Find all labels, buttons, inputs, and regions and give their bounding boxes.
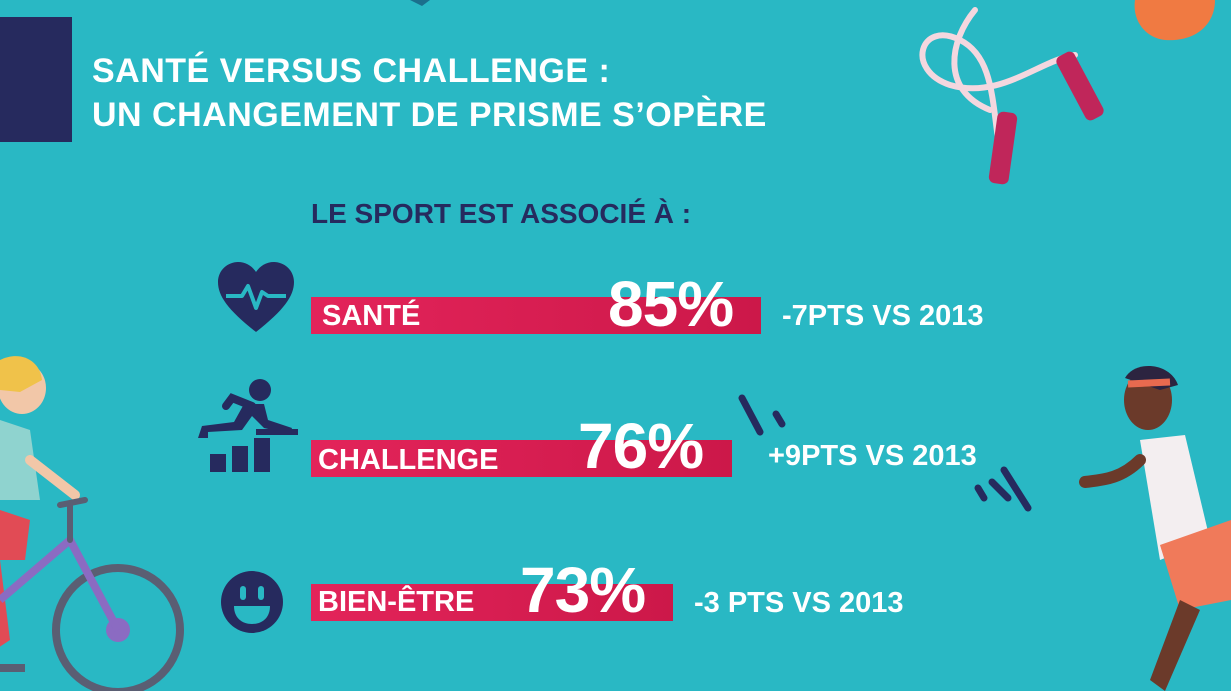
chart-title: LE SPORT EST ASSOCIÉ À :	[311, 198, 692, 229]
cyclist-icon	[0, 356, 184, 691]
bar-label-sante: SANTÉ	[322, 300, 421, 332]
bar-label-bien-etre: BIEN-ÊTRE	[318, 586, 475, 618]
bar-delta-bien-etre: -3 PTS VS 2013	[694, 587, 904, 619]
bar-challenge	[311, 440, 732, 477]
hurdle-runner-icon	[198, 379, 298, 472]
bar-label-challenge: CHALLENGE	[318, 444, 499, 476]
smiley-icon	[221, 571, 283, 633]
page-title-line2: UN CHANGEMENT DE PRISME S’OPÈRE	[92, 96, 767, 134]
corner-shape-icon	[410, 0, 430, 6]
bar-bien-etre	[311, 584, 673, 621]
motion-marks-icon	[738, 394, 1032, 512]
jump-rope-icon	[919, 7, 1104, 185]
ball-icon	[1134, 0, 1215, 41]
bar-value-sante: 85%	[608, 268, 734, 340]
bar-value-bien-etre: 73%	[520, 554, 646, 626]
bar-delta-challenge: +9PTS VS 2013	[768, 440, 977, 472]
accent-block	[0, 17, 72, 142]
bar-delta-sante: -7PTS VS 2013	[782, 300, 984, 332]
page-title-line1: SANTÉ VERSUS CHALLENGE :	[92, 52, 611, 90]
bar-sante	[311, 297, 761, 334]
runner-icon	[1079, 365, 1231, 691]
bar-value-challenge: 76%	[578, 410, 704, 482]
heart-pulse-icon	[218, 262, 294, 332]
